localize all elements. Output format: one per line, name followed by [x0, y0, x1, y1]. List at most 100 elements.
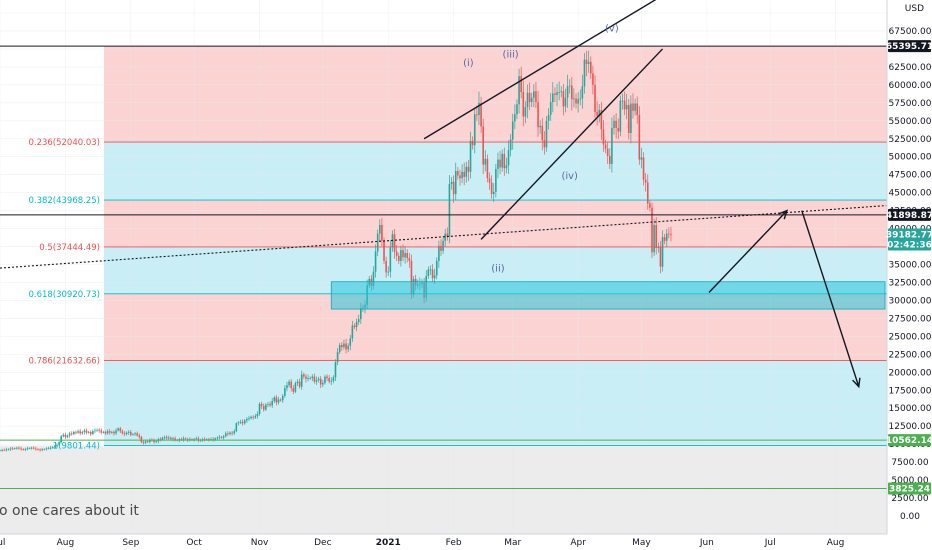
- candle: [473, 107, 476, 154]
- candle-body: [606, 148, 609, 156]
- candle: [28, 447, 31, 450]
- candle: [22, 448, 25, 451]
- candle: [459, 169, 461, 186]
- wedge-upper-line[interactable]: [423, 0, 675, 140]
- candle: [587, 50, 590, 73]
- candle-body: [343, 343, 345, 348]
- candle-body: [155, 441, 157, 443]
- price-tag-4[interactable]: [888, 482, 931, 495]
- candle-body: [516, 104, 518, 115]
- candle: [435, 257, 438, 280]
- candle: [351, 320, 354, 342]
- candle: [326, 374, 328, 382]
- candle: [457, 166, 459, 180]
- demand-zone[interactable]: [330, 281, 886, 310]
- candle: [284, 385, 286, 398]
- candle-body: [262, 406, 265, 410]
- candle-body: [123, 433, 126, 435]
- candle-body: [383, 240, 385, 261]
- candle: [300, 370, 303, 390]
- candle-body: [431, 269, 434, 279]
- candle: [85, 428, 88, 435]
- candle: [246, 417, 248, 424]
- candle: [239, 419, 242, 424]
- candle-body: [286, 385, 288, 389]
- candle-body: [613, 120, 615, 128]
- fib-zone-5: [104, 360, 887, 446]
- candle-body: [298, 381, 301, 387]
- candle: [279, 398, 282, 402]
- candle-body: [579, 98, 582, 100]
- candle: [45, 447, 48, 451]
- candle-body: [106, 431, 109, 434]
- wedge-lower-line[interactable]: [480, 48, 664, 240]
- candle: [554, 87, 556, 103]
- candle: [313, 373, 316, 384]
- candle-body: [457, 171, 459, 176]
- candle-body: [448, 184, 451, 237]
- candle-body: [51, 447, 54, 448]
- candle-body: [277, 399, 280, 403]
- candle: [83, 428, 86, 435]
- candle-body: [547, 115, 550, 121]
- candle-body: [98, 429, 100, 431]
- candle-body: [381, 224, 383, 241]
- dotted-trendline[interactable]: [0, 205, 887, 269]
- candle-body: [5, 449, 8, 451]
- candle-body: [102, 431, 105, 433]
- candle-body: [518, 76, 520, 105]
- candle: [269, 401, 271, 407]
- candle: [514, 104, 516, 130]
- candle: [98, 428, 100, 433]
- candle: [497, 152, 499, 179]
- candle-body: [566, 86, 569, 98]
- candle: [146, 440, 149, 443]
- candle-body: [220, 436, 223, 438]
- candle-body: [258, 403, 261, 414]
- candle: [254, 413, 257, 419]
- candle-body: [665, 233, 668, 241]
- candle: [600, 102, 603, 140]
- candle-body: [56, 444, 58, 447]
- candle: [619, 95, 622, 137]
- candle-body: [345, 343, 347, 350]
- candle-body: [62, 434, 65, 437]
- candle-body: [115, 430, 117, 434]
- candle: [522, 80, 525, 127]
- candle-body: [79, 431, 81, 434]
- candle: [56, 443, 58, 448]
- candle: [345, 338, 347, 354]
- fib-label-2: 0.5(37444.49): [39, 243, 100, 253]
- y-tick-label: 50000.00: [889, 153, 932, 163]
- candle-body: [250, 416, 252, 419]
- projection-arrow-up[interactable]: [708, 210, 788, 294]
- candle-body: [627, 104, 630, 134]
- candle-body: [45, 448, 48, 450]
- candle: [556, 83, 558, 107]
- candle-body: [469, 140, 472, 172]
- candle-body: [294, 383, 297, 392]
- candle-body: [235, 423, 238, 432]
- candle-body: [560, 91, 563, 93]
- candle: [153, 438, 155, 444]
- candle-body: [267, 403, 269, 405]
- candle-body: [655, 224, 658, 248]
- candle: [552, 82, 554, 113]
- candle: [448, 175, 451, 244]
- y-tick-label: 7500.00: [891, 458, 928, 468]
- candle-body: [24, 449, 27, 450]
- price-tag-1[interactable]: [888, 208, 931, 221]
- candle: [480, 96, 482, 134]
- x-tick-label: Aug: [57, 538, 75, 548]
- price-tag-2[interactable]: [888, 228, 931, 251]
- candle: [379, 219, 381, 242]
- candle-body: [68, 433, 71, 436]
- candle: [649, 199, 651, 212]
- fib-label-3: 0.618(30920.73): [28, 290, 100, 300]
- candle: [54, 444, 56, 449]
- price-tag-3[interactable]: [888, 434, 931, 447]
- candle: [566, 74, 569, 109]
- projection-arrow-down[interactable]: [801, 210, 860, 387]
- price-tag-0[interactable]: [888, 40, 931, 53]
